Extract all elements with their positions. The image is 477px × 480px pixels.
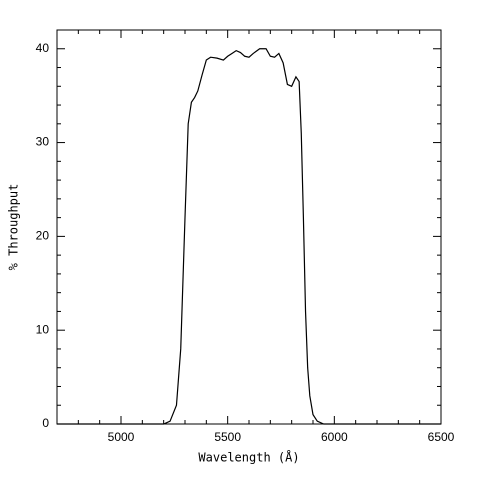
y-tick-label: 40 bbox=[36, 41, 50, 55]
y-tick-label: 20 bbox=[36, 229, 50, 243]
y-tick-label: 30 bbox=[36, 135, 50, 149]
x-tick-label: 6500 bbox=[428, 430, 455, 444]
line-series bbox=[57, 48, 441, 425]
x-tick-label: 5000 bbox=[108, 430, 135, 444]
y-tick-label: 0 bbox=[42, 416, 49, 430]
plot-frame bbox=[56, 29, 442, 425]
x-axis-label: Wavelength (Å) bbox=[198, 450, 299, 465]
x-tick-label: 6000 bbox=[321, 430, 348, 444]
x-tick-label: 5500 bbox=[214, 430, 241, 444]
y-axis-label: % Throughput bbox=[7, 184, 21, 271]
y-tick-label: 10 bbox=[36, 322, 50, 336]
